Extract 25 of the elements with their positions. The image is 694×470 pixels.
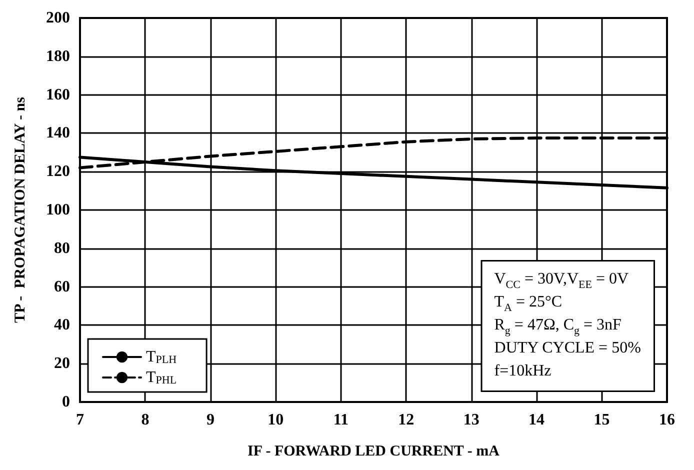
y-tick-label: 160 bbox=[46, 86, 70, 104]
x-tick-label: 15 bbox=[594, 412, 610, 428]
y-axis-title: TP - PROPAGATION DELAY - ns bbox=[12, 96, 28, 323]
x-tick-label: 14 bbox=[528, 412, 545, 428]
x-tick-label: 16 bbox=[659, 412, 675, 428]
x-tick-label: 8 bbox=[141, 412, 150, 428]
legend-label: TPHL bbox=[146, 369, 177, 386]
y-tick-label: 80 bbox=[54, 240, 70, 257]
y-tick-label: 40 bbox=[54, 316, 70, 334]
x-tick-label: 7 bbox=[76, 412, 84, 428]
x-tick-label: 13 bbox=[463, 412, 480, 428]
y-tick-label: 200 bbox=[46, 10, 70, 26]
y-tick-label: 140 bbox=[46, 124, 70, 142]
x-tick-label: 9 bbox=[206, 412, 214, 428]
y-tick-label: 0 bbox=[62, 394, 70, 410]
y-tick-label: 20 bbox=[54, 355, 70, 372]
x-tick-label: 11 bbox=[333, 412, 348, 428]
y-tick-label: 180 bbox=[46, 48, 70, 65]
y-tick-label: 100 bbox=[46, 202, 70, 218]
y-tick-label: 120 bbox=[46, 163, 70, 180]
x-axis-title: IF - FORWARD LED CURRENT - mA bbox=[248, 444, 500, 460]
x-tick-label: 10 bbox=[268, 412, 284, 428]
legend-label: TPLH bbox=[146, 348, 177, 366]
x-tick-label: 12 bbox=[398, 412, 414, 428]
y-tick-label: 60 bbox=[54, 278, 70, 296]
